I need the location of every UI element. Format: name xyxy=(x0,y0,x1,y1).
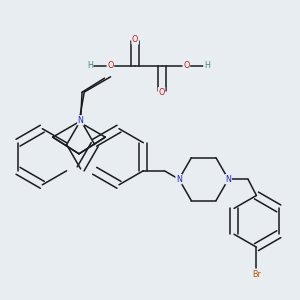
Text: H: H xyxy=(204,61,210,70)
Text: O: O xyxy=(183,61,190,70)
Text: N: N xyxy=(78,116,84,125)
Text: Br: Br xyxy=(252,270,261,279)
Text: H: H xyxy=(87,61,93,70)
Text: N: N xyxy=(225,175,231,184)
Text: O: O xyxy=(158,88,165,97)
Text: N: N xyxy=(176,175,182,184)
Text: O: O xyxy=(107,61,114,70)
Text: O: O xyxy=(132,35,138,44)
